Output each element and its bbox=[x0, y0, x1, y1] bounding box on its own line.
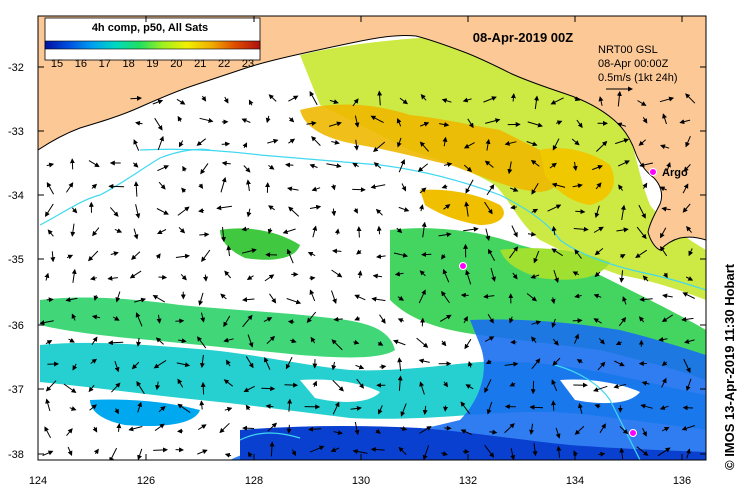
colorbar-tick-label: 20 bbox=[170, 58, 182, 70]
current-vector bbox=[72, 159, 73, 169]
current-vector bbox=[203, 383, 204, 395]
lon-label: 128 bbox=[245, 475, 263, 487]
date-title: 08-Apr-2019 00Z bbox=[473, 30, 573, 45]
current-vector bbox=[199, 234, 208, 235]
argo-float-marker[interactable] bbox=[460, 263, 467, 270]
current-vector bbox=[573, 320, 582, 321]
current-vector bbox=[47, 299, 53, 300]
current-vector bbox=[109, 342, 123, 343]
current-vector bbox=[533, 381, 534, 393]
current-vector bbox=[261, 388, 274, 389]
lon-label: 132 bbox=[459, 475, 477, 487]
current-vector bbox=[286, 165, 293, 166]
current-vector bbox=[222, 144, 229, 145]
lon-label: 124 bbox=[29, 475, 47, 487]
lat-label: -36 bbox=[8, 320, 24, 332]
current-vector bbox=[159, 277, 167, 278]
current-vector bbox=[175, 321, 183, 322]
lat-label: -38 bbox=[8, 449, 24, 461]
argo-label: Argo bbox=[662, 167, 688, 179]
credit-text: © IMOS 13-Apr-2019 11:30 Hobart bbox=[722, 264, 737, 470]
current-vector bbox=[553, 401, 554, 411]
lat-label: -35 bbox=[8, 254, 24, 266]
latitude-axis: -32 -33 -34 -35 -36 -37 -38 bbox=[8, 62, 24, 461]
lon-label: 126 bbox=[137, 475, 155, 487]
colorbar-tick-label: 22 bbox=[218, 58, 230, 70]
colorbar-tick-label: 15 bbox=[51, 58, 63, 70]
colorbar-tick-label: 21 bbox=[194, 58, 206, 70]
current-vector bbox=[422, 319, 423, 327]
current-vector bbox=[333, 251, 341, 252]
lon-label: 136 bbox=[673, 475, 691, 487]
current-vector bbox=[513, 94, 514, 101]
current-vector bbox=[153, 450, 167, 451]
current-vector bbox=[243, 428, 254, 429]
current-vector bbox=[310, 278, 315, 279]
lon-label: 130 bbox=[352, 475, 370, 487]
lat-label: -37 bbox=[8, 384, 24, 396]
lon-label: 134 bbox=[566, 475, 584, 487]
colorbar-title: 4h comp, p50, All Sats bbox=[92, 22, 208, 34]
colorbar-gradient bbox=[45, 41, 260, 49]
longitude-axis: 124 126 128 130 132 134 136 bbox=[29, 475, 691, 487]
current-info-line3: 0.5m/s (1kt 24h) bbox=[598, 72, 677, 84]
colorbar-ticks: 15 16 17 18 19 20 21 22 23 bbox=[51, 58, 254, 70]
lat-label: -32 bbox=[8, 62, 24, 74]
current-vector bbox=[130, 98, 141, 99]
argo-float-marker[interactable] bbox=[630, 430, 637, 437]
lat-label: -33 bbox=[8, 126, 24, 138]
current-vector bbox=[289, 425, 290, 433]
current-vector bbox=[379, 227, 380, 235]
colorbar-tick-label: 16 bbox=[75, 58, 87, 70]
colorbar: 4h comp, p50, All Sats 15 16 17 18 19 20 21 22 2… bbox=[45, 18, 260, 70]
argo-marker-legend bbox=[650, 169, 657, 176]
current-vector bbox=[199, 211, 204, 212]
current-vector bbox=[359, 227, 360, 237]
current-vector bbox=[422, 254, 431, 255]
lat-label: -34 bbox=[8, 190, 24, 202]
colorbar-tick-label: 19 bbox=[146, 58, 158, 70]
current-vector bbox=[530, 407, 543, 408]
current-info-line1: NRT00 GSL bbox=[598, 44, 658, 56]
current-vector bbox=[205, 275, 206, 281]
current-info-line2: 08-Apr 00:00Z bbox=[598, 58, 669, 70]
current-vector bbox=[289, 322, 294, 323]
colorbar-tick-label: 17 bbox=[99, 58, 111, 70]
current-vector bbox=[575, 211, 584, 212]
current-vector bbox=[285, 385, 298, 386]
colorbar-tick-label: 18 bbox=[123, 58, 135, 70]
colorbar-tick-label: 23 bbox=[242, 58, 254, 70]
